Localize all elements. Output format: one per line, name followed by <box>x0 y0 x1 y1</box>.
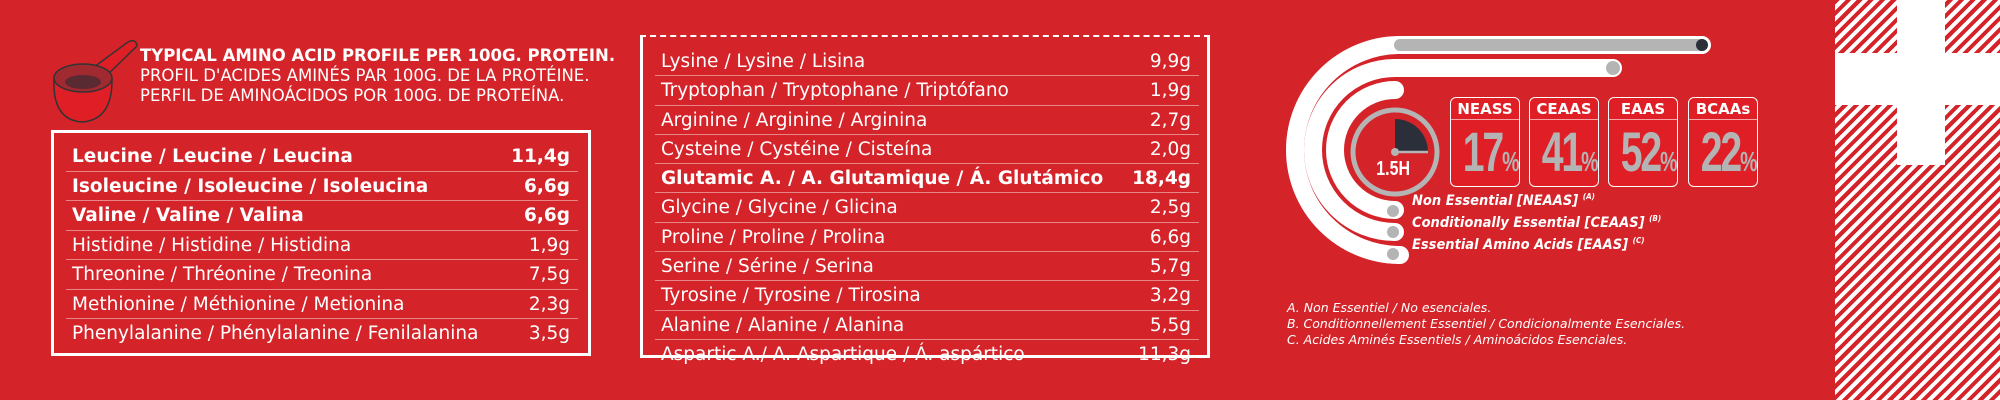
legend-text: Essential Amino Acids [EAAS] <box>1412 236 1629 253</box>
amino-value: 6,6g <box>523 205 570 226</box>
stat-box-eaas: EAAS 52% <box>1608 97 1678 187</box>
amino-table-other: Lysine / Lysine / Lisina 9,9g Tryptophan /… <box>640 35 1210 365</box>
legend-mark: (B) <box>1649 214 1662 223</box>
legend-text: Conditionally Essential [CEAAS] <box>1412 214 1645 231</box>
amino-name: Proline / Proline / Prolina <box>661 226 886 248</box>
scoop-icon <box>53 39 138 123</box>
amino-value: 6,6g <box>523 175 570 197</box>
stat-number: 52 <box>1620 120 1663 183</box>
clock-icon <box>1350 107 1440 197</box>
table-row: Cysteine / Cystéine / Cisteína 2,0g <box>655 135 1199 165</box>
amino-value: 5,7g <box>1149 256 1191 278</box>
amino-value: 3,5g <box>528 323 570 344</box>
stat-unit: % <box>1581 146 1598 177</box>
amino-name: Phenylalanine / Phénylalanine / Fenilala… <box>72 323 479 344</box>
stat-box-bcaas: BCAAs 22% <box>1688 97 1758 187</box>
stat-unit: % <box>1660 146 1677 177</box>
amino-name: Methionine / Méthionine / Metionina <box>72 293 405 315</box>
timer-label: 1.5H <box>1376 158 1411 180</box>
amino-value: 11,4g <box>511 146 570 167</box>
footnotes: A. Non Essentiel / No esenciales. B. Con… <box>1287 300 1686 347</box>
stat-label: NEASS <box>1451 98 1519 120</box>
swiss-flag-pattern <box>1835 0 2000 400</box>
stat-box-neass: NEASS 17% <box>1450 97 1520 187</box>
stat-value: 17% <box>1462 120 1520 194</box>
stat-unit: % <box>1740 146 1757 177</box>
page-title: TYPICAL AMINO ACID PROFILE PER 100G. PRO… <box>140 46 616 105</box>
table-row: Methionine / Méthionine / Metionina 2,3g <box>66 290 578 319</box>
table-row: Histidine / Histidine / Histidina 1,9g <box>66 231 578 260</box>
amino-name: Tryptophan / Tryptophane / Triptófano <box>661 80 1009 102</box>
amino-name: Glutamic A. / A. Glutamique / Á. Glutámi… <box>661 168 1104 190</box>
stat-value: 41% <box>1541 120 1599 194</box>
legend-item: Essential Amino Acids [EAAS] (C) <box>1412 236 1645 253</box>
stat-value: 22% <box>1700 120 1758 194</box>
amino-table-essential: Leucine / Leucine / Leucina 11,4g Isoleuci… <box>51 130 591 356</box>
stat-box-ceaas: CEAAS 41% <box>1529 97 1599 187</box>
amino-name: Aspartic A./ A. Aspartique / Á. aspártic… <box>661 343 1025 365</box>
table-row: Glycine / Glycine / Glicina 2,5g <box>655 193 1199 223</box>
table-row: Serine / Sérine / Serina 5,7g <box>655 252 1199 282</box>
amino-name: Leucine / Leucine / Leucina <box>72 146 353 167</box>
amino-value: 7,5g <box>528 264 570 285</box>
legend-mark: (C) <box>1632 236 1645 245</box>
stat-value: 52% <box>1620 120 1678 194</box>
amino-name: Histidine / Histidine / Histidina <box>72 234 352 256</box>
amino-value: 2,0g <box>1149 138 1191 160</box>
legend-text: Non Essential [NEAAS] <box>1412 192 1579 209</box>
amino-value: 11,3g <box>1138 343 1191 365</box>
stat-number: 22 <box>1700 120 1743 183</box>
arc-graphic <box>1286 36 1711 264</box>
amino-value: 6,6g <box>1149 226 1191 248</box>
table-row: Leucine / Leucine / Leucina 11,4g <box>66 142 578 172</box>
amino-name: Lysine / Lysine / Lisina <box>661 51 866 72</box>
amino-name: Isoleucine / Isoleucine / Isoleucina <box>72 175 429 197</box>
table-row: Glutamic A. / A. Glutamique / Á. Glutámi… <box>655 164 1199 194</box>
stat-number: 41 <box>1541 120 1584 183</box>
table-row: Phenylalanine / Phénylalanine / Fenilala… <box>66 319 578 349</box>
amino-value: 2,5g <box>1149 197 1191 219</box>
amino-name: Alanine / Alanine / Alanina <box>661 314 905 336</box>
amino-value: 3,2g <box>1149 285 1191 307</box>
stat-number: 17 <box>1462 120 1505 183</box>
table-row: Threonine / Thréonine / Treonina 7,5g <box>66 260 578 290</box>
table-row: Isoleucine / Isoleucine / Isoleucina 6,6g <box>66 172 578 201</box>
stat-unit: % <box>1502 146 1519 177</box>
amino-value: 1,9g <box>1149 80 1191 102</box>
amino-name: Arginine / Arginine / Arginina <box>661 109 928 131</box>
stat-label: EAAS <box>1609 98 1677 120</box>
table-row: Lysine / Lysine / Lisina 9,9g <box>655 47 1199 77</box>
table-row: Valine / Valine / Valina 6,6g <box>66 201 578 231</box>
table-row: Tryptophan / Tryptophane / Triptófano 1,9… <box>655 76 1199 106</box>
amino-name: Valine / Valine / Valina <box>72 205 304 226</box>
table-row: Proline / Proline / Prolina 6,6g <box>655 223 1199 253</box>
amino-value: 5,5g <box>1149 314 1191 336</box>
amino-name: Glycine / Glycine / Glicina <box>661 197 898 219</box>
dot-dark <box>1696 39 1708 51</box>
amino-value: 2,7g <box>1149 109 1191 131</box>
stat-label: CEAAS <box>1530 98 1598 120</box>
legend-mark: (A) <box>1582 192 1595 201</box>
table-row: Alanine / Alanine / Alanina 5,5g <box>655 311 1199 340</box>
table-row: Arginine / Arginine / Arginina 2,7g <box>655 106 1199 135</box>
table-row: Aspartic A./ A. Aspartique / Á. aspártic… <box>655 340 1199 369</box>
amino-value: 9,9g <box>1149 51 1191 72</box>
amino-name: Cysteine / Cystéine / Cisteína <box>661 138 933 160</box>
table-row: Tyrosine / Tyrosine / Tirosina 3,2g <box>655 281 1199 311</box>
stat-label: BCAAs <box>1689 98 1757 120</box>
amino-value: 2,3g <box>528 293 570 315</box>
amino-value: 1,9g <box>528 234 570 256</box>
amino-name: Tyrosine / Tyrosine / Tirosina <box>661 285 921 307</box>
amino-name: Serine / Sérine / Serina <box>661 256 874 278</box>
legend-item: Conditionally Essential [CEAAS] (B) <box>1412 214 1661 231</box>
amino-name: Threonine / Thréonine / Treonina <box>72 264 373 285</box>
amino-value: 18,4g <box>1132 168 1191 190</box>
legend-item: Non Essential [NEAAS] (A) <box>1412 192 1595 209</box>
